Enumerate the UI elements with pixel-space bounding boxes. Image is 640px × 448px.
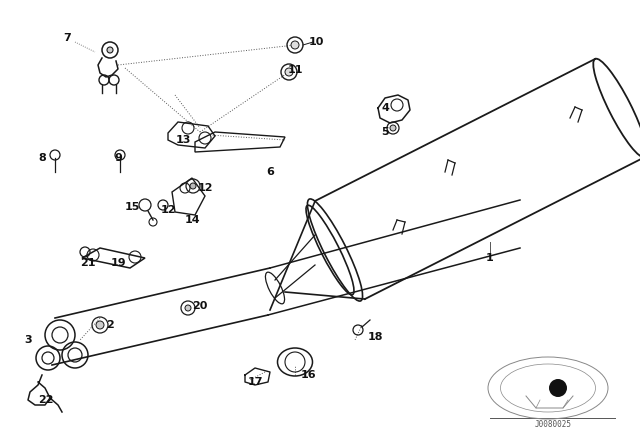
Text: 12: 12 bbox=[160, 205, 176, 215]
Circle shape bbox=[285, 68, 293, 76]
Circle shape bbox=[390, 125, 396, 131]
Text: 18: 18 bbox=[367, 332, 383, 342]
Text: 19: 19 bbox=[110, 258, 126, 268]
Circle shape bbox=[190, 183, 196, 189]
Text: 7: 7 bbox=[63, 33, 71, 43]
Text: 17: 17 bbox=[247, 377, 263, 387]
Circle shape bbox=[549, 379, 567, 397]
Text: 15: 15 bbox=[124, 202, 140, 212]
Text: 13: 13 bbox=[175, 135, 191, 145]
Circle shape bbox=[291, 41, 299, 49]
Text: 6: 6 bbox=[266, 167, 274, 177]
Text: 14: 14 bbox=[185, 215, 201, 225]
Text: 11: 11 bbox=[287, 65, 303, 75]
Text: 20: 20 bbox=[192, 301, 208, 311]
Text: 12: 12 bbox=[197, 183, 212, 193]
Text: 10: 10 bbox=[308, 37, 324, 47]
Text: 4: 4 bbox=[381, 103, 389, 113]
Text: 1: 1 bbox=[486, 253, 494, 263]
Text: 8: 8 bbox=[38, 153, 46, 163]
Text: 21: 21 bbox=[80, 258, 96, 268]
Text: 16: 16 bbox=[300, 370, 316, 380]
Text: 9: 9 bbox=[114, 153, 122, 163]
Circle shape bbox=[96, 321, 104, 329]
Text: 5: 5 bbox=[381, 127, 389, 137]
Circle shape bbox=[107, 47, 113, 53]
Text: 3: 3 bbox=[24, 335, 32, 345]
Text: J0080025: J0080025 bbox=[534, 419, 572, 428]
Text: 2: 2 bbox=[106, 320, 114, 330]
Text: 22: 22 bbox=[38, 395, 54, 405]
Circle shape bbox=[185, 305, 191, 311]
